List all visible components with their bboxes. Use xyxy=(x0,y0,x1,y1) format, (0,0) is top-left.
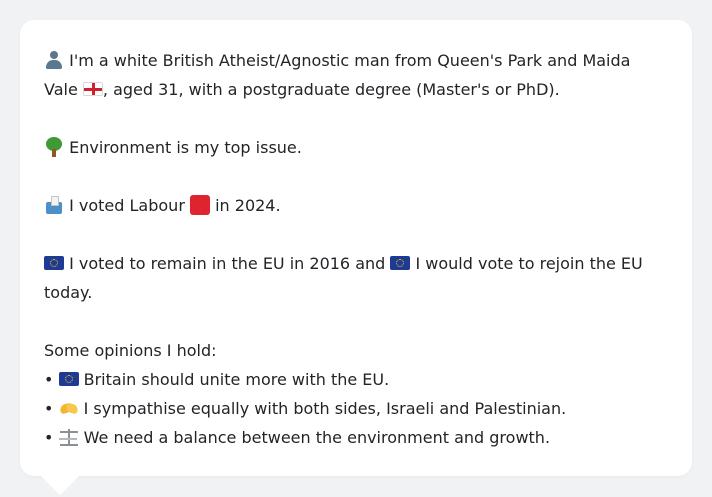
top-issue-text: Environment is my top issue. xyxy=(69,138,302,157)
opinion-text: Britain should unite more with the EU. xyxy=(83,370,390,389)
labour-red-square-icon xyxy=(190,195,210,215)
intro-suffix: , aged 31, with a postgraduate degree (M… xyxy=(102,80,560,99)
balance-scale-icon xyxy=(59,428,79,446)
opinion-item: • We need a balance between the environm… xyxy=(44,423,668,452)
opinion-text: I sympathise equally with both sides, Is… xyxy=(83,399,567,418)
eu-rejoin-text: I would vote to rejoin the EU today. xyxy=(44,254,643,302)
ballot-box-icon xyxy=(44,195,64,215)
tree-icon xyxy=(44,137,64,157)
bullet: • xyxy=(44,399,54,418)
intro-line: I'm a white British Atheist/Agnostic man… xyxy=(44,46,668,104)
profile-card: I'm a white British Atheist/Agnostic man… xyxy=(20,20,692,476)
opinion-item: • I sympathise equally with both sides, … xyxy=(44,394,668,423)
vote-line: I voted Labour in 2024. xyxy=(44,191,668,220)
opinion-text: We need a balance between the environmen… xyxy=(83,428,551,447)
eu-flag-icon xyxy=(44,256,64,270)
handshake-icon xyxy=(59,399,79,417)
speech-bubble-tail xyxy=(40,475,80,495)
eu-remain-text: I voted to remain in the EU in 2016 and xyxy=(69,254,386,273)
person-icon xyxy=(44,50,64,70)
vote-suffix: in 2024. xyxy=(215,196,281,215)
eu-flag-icon xyxy=(58,372,79,386)
vote-prefix: I voted Labour xyxy=(69,196,185,215)
england-flag-icon xyxy=(82,82,103,96)
bullet: • xyxy=(44,370,54,389)
opinions-heading: Some opinions I hold: xyxy=(44,341,217,360)
top-issue-line: Environment is my top issue. xyxy=(44,133,668,162)
bullet: • xyxy=(44,428,54,447)
opinion-item: • Britain should unite more with the EU. xyxy=(44,365,668,394)
eu-line: I voted to remain in the EU in 2016 and … xyxy=(44,249,668,307)
intro-text: I'm a white British Atheist/Agnostic man… xyxy=(44,51,631,99)
eu-flag-icon xyxy=(390,256,411,270)
